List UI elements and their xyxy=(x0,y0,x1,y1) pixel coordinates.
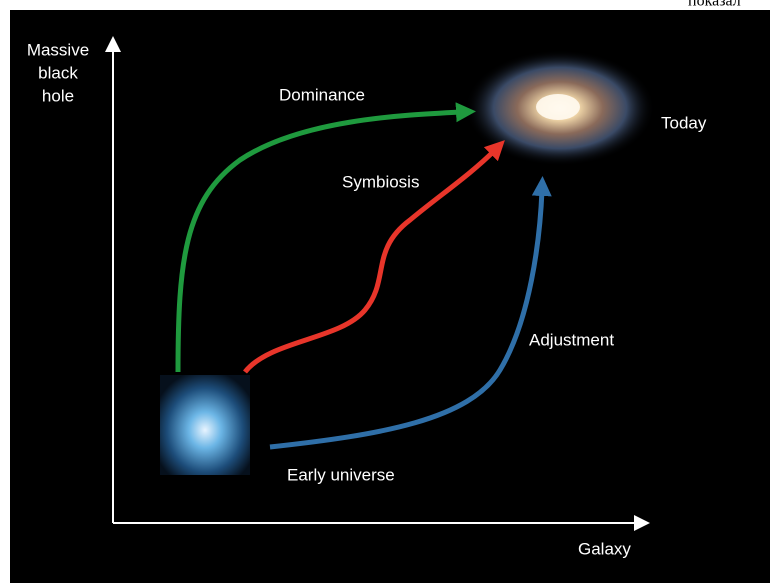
y-axis-label: hole xyxy=(42,86,74,105)
path-label: Adjustment xyxy=(529,330,614,349)
caption: показал xyxy=(688,0,741,10)
galaxy-core xyxy=(536,94,580,120)
background xyxy=(10,10,770,583)
y-axis-label: black xyxy=(38,63,78,82)
y-axis-label: Massive xyxy=(27,40,89,59)
symbiosis-arrow xyxy=(243,140,505,374)
state-label: Early universe xyxy=(287,465,395,484)
state-label: Today xyxy=(661,113,707,132)
x-axis-label: Galaxy xyxy=(578,539,631,558)
early-galaxy xyxy=(160,375,250,475)
path-label: Dominance xyxy=(279,85,365,104)
adjustment-arrow xyxy=(269,176,552,450)
path-label: Symbiosis xyxy=(342,172,419,191)
dominance-arrow xyxy=(175,102,476,373)
